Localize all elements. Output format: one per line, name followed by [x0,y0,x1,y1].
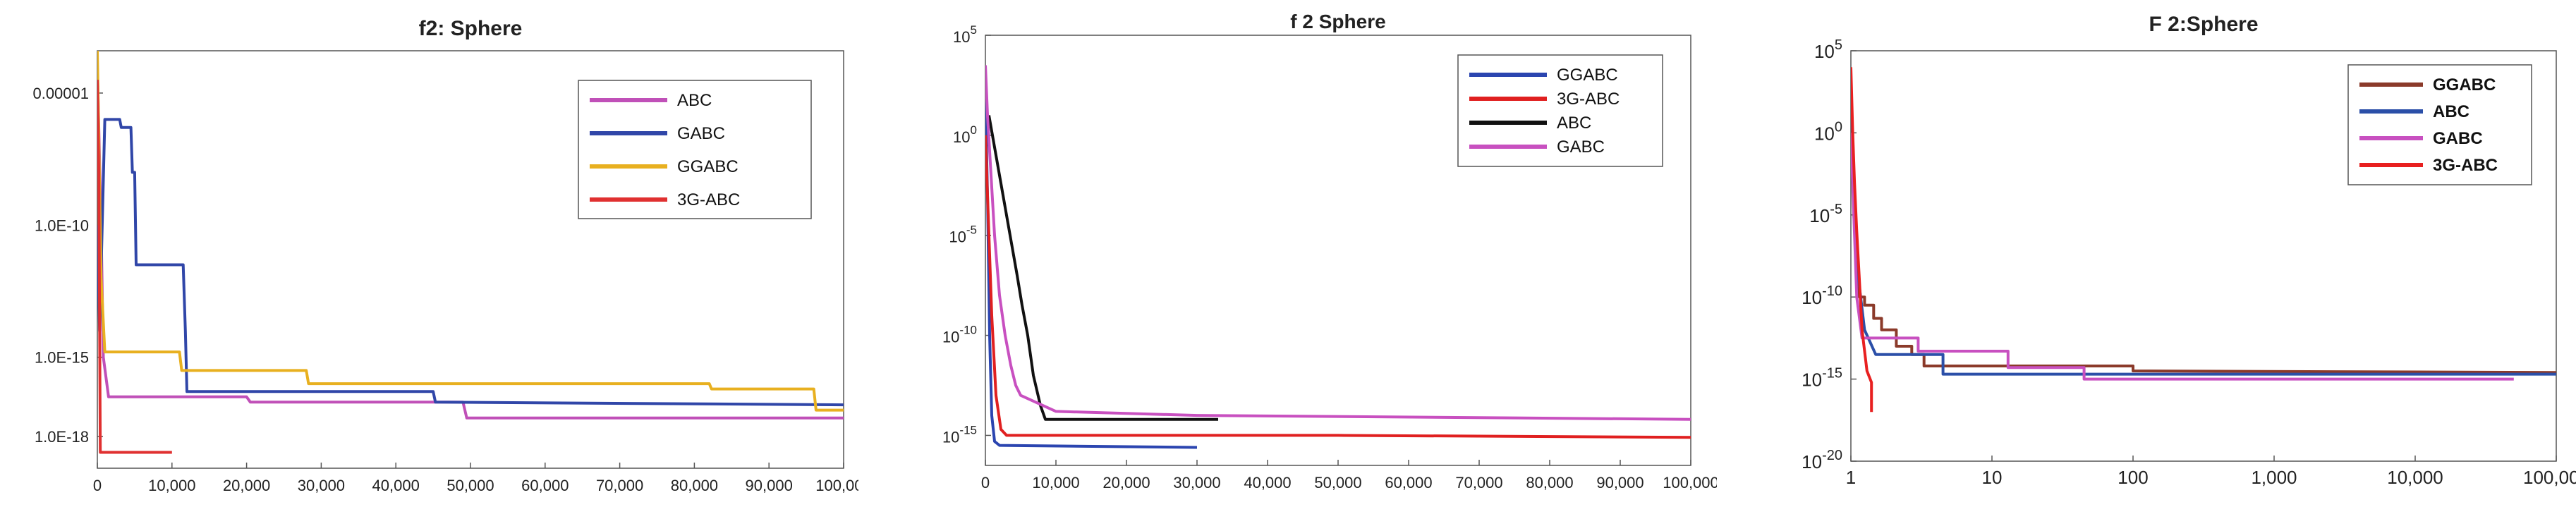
chart-title: f 2 Sphere [1290,11,1385,32]
chart-panel-3: F 2:Sphere 1 10 100 1,000 10,000 100,000 105 100… [1717,0,2576,507]
x-tick-label: 70,000 [596,477,643,494]
legend-label-gabc: GABC [2433,129,2483,148]
x-tick-label: 100 [2118,467,2148,488]
y-tick-label: 100 [953,123,977,146]
x-tick-label: 80,000 [1526,474,1573,491]
x-tick-label: 1 [1846,467,1856,488]
y-tick-label: 100 [1814,119,1842,144]
x-tick-label: 70,000 [1455,474,1502,491]
y-tick-label: 0.00001 [32,85,89,102]
x-tick-label: 60,000 [1385,474,1432,491]
legend-label-3g-abc: 3G-ABC [2433,156,2498,175]
y-tick-label: 10-10 [942,324,977,346]
y-tick-label: 1.0E-18 [35,428,89,446]
x-tick-label: 40,000 [372,477,420,494]
y-tick-label: 1.0E-15 [35,349,89,367]
x-tick-label: 100,000 [815,477,858,494]
legend-label-gabc: GABC [1557,138,1605,157]
y-tick-label: 10-15 [942,423,977,446]
chart-title: f2: Sphere [419,17,523,40]
series-line-gabc [97,118,844,407]
x-tick-label: 20,000 [1102,474,1150,491]
y-tick-label: 10-15 [1802,366,1842,391]
x-tick-label: 60,000 [521,477,569,494]
chart-2: f 2 Sphere 0 10,000 20,000 30,000 40,000 50,00… [942,11,1717,491]
series-line-3g-abc [985,135,1691,439]
x-tick-label: 100,000 [1663,474,1717,491]
x-tick-label: 20,000 [223,477,270,494]
chart-3: F 2:Sphere 1 10 100 1,000 10,000 100,000 105 100… [1802,13,2576,488]
series-line-abc [988,115,1218,421]
y-tick-label: 10-5 [949,224,977,246]
x-tick-label: 100,000 [2523,467,2576,488]
x-tick-label: 30,000 [298,477,345,494]
legend-label-3g-abc: 3G-ABC [1557,90,1620,109]
series-line-ggabc [97,51,844,412]
y-tick-label: 105 [953,23,977,46]
x-tick-label: 10,000 [2387,467,2443,488]
series-line-gabc [1851,133,2514,381]
x-tick-label: 50,000 [1314,474,1361,491]
legend-label-gabc: GABC [677,124,725,143]
chart-1: f2: Sphere 0 10,000 20,000 30,000 40,000 50,00… [32,17,858,494]
legend-label-abc: ABC [2433,102,2469,121]
x-tick-label: 1,000 [2251,467,2297,488]
chart-title: F 2:Sphere [2149,13,2258,36]
x-tick-label: 10,000 [148,477,195,494]
legend-label-3g-abc: 3G-ABC [677,190,740,209]
legend-label-ggabc: GGABC [1557,66,1618,85]
chart-panel-2: f 2 Sphere 0 10,000 20,000 30,000 40,000 50,00… [858,0,1717,507]
y-tick-label: 10-20 [1802,448,1842,472]
series-line-3g-abc [1851,67,1873,413]
x-tick-label: 80,000 [671,477,718,494]
x-tick-label: 90,000 [1596,474,1644,491]
x-tick-label: 10,000 [1032,474,1079,491]
chart-panel-1: f2: Sphere 0 10,000 20,000 30,000 40,000 50,00… [0,0,858,507]
y-tick-label: 1.0E-10 [35,216,89,234]
y-tick-label: 105 [1814,37,1842,62]
x-tick-label: 0 [93,477,102,494]
legend-label-abc: ABC [1557,114,1591,133]
y-tick-label: 10-5 [1809,202,1842,226]
y-tick-label: 10-10 [1802,283,1842,308]
legend-label-ggabc: GGABC [677,157,739,176]
legend-label-abc: ABC [677,91,712,110]
x-tick-label: 30,000 [1173,474,1220,491]
legend-label-ggabc: GGABC [2433,75,2496,94]
x-tick-label: 50,000 [446,477,494,494]
series-line-gabc [985,65,1691,421]
x-tick-label: 0 [981,474,990,491]
legend [578,80,812,219]
x-tick-label: 10 [1982,467,2003,488]
series-line-3g-abc [97,80,172,454]
x-tick-label: 40,000 [1244,474,1291,491]
x-tick-label: 90,000 [746,477,793,494]
